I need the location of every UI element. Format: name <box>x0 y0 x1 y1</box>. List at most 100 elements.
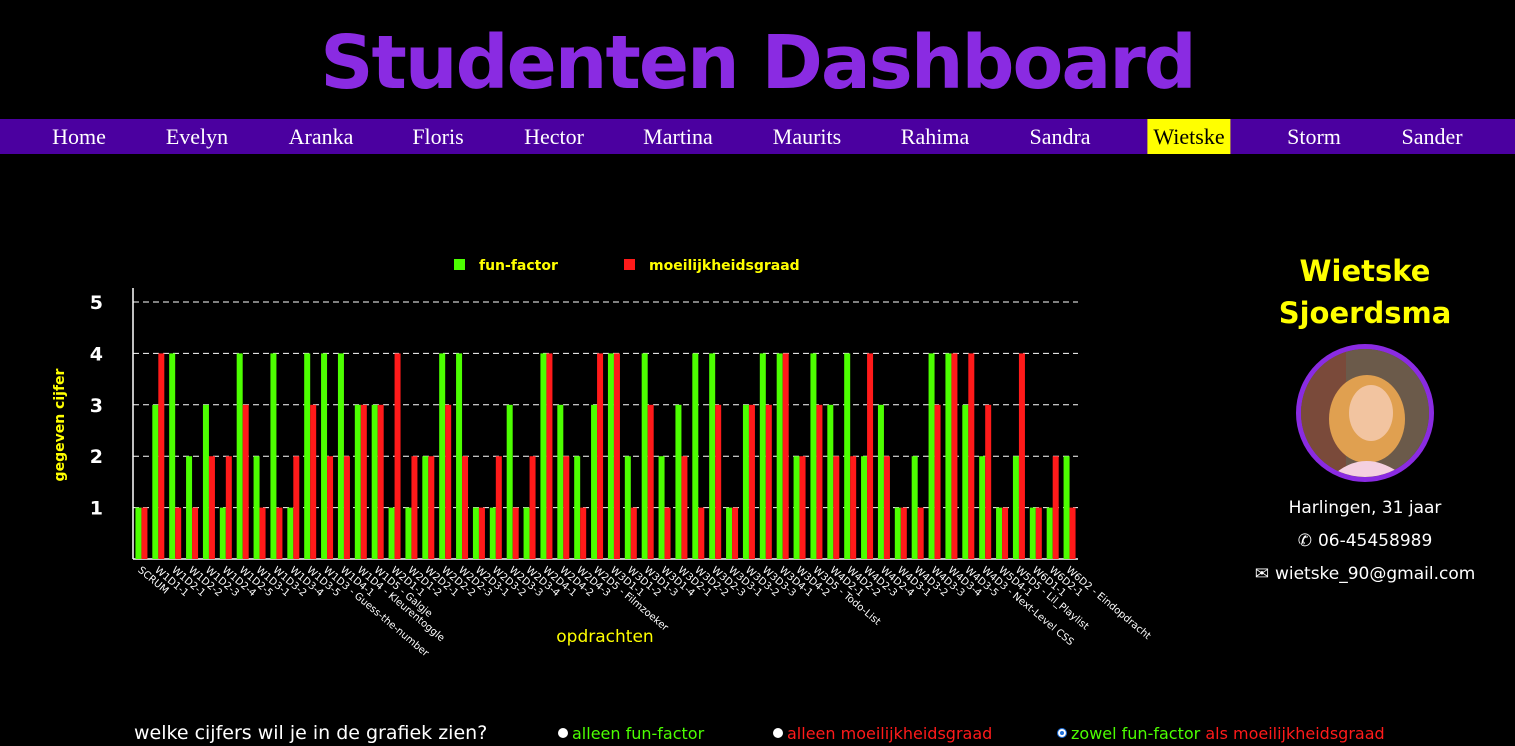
y-tick-label: 2 <box>90 446 103 468</box>
y-axis-label: gegeven cijfer <box>52 368 68 481</box>
bar-hard <box>158 353 164 559</box>
bar-hard <box>985 405 991 559</box>
bar-fun <box>321 353 327 559</box>
bar-fun <box>810 353 816 559</box>
main-nav: Home Evelyn Aranka Floris Hector Martina Mauri… <box>0 119 1515 154</box>
bar-hard <box>867 353 873 559</box>
bar-fun <box>372 405 378 559</box>
bar-fun <box>1064 456 1070 559</box>
bar-hard <box>648 405 654 559</box>
bar-fun <box>692 353 698 559</box>
bar-fun <box>675 405 681 559</box>
filter-option-fun-label: alleen fun-factor <box>572 724 704 743</box>
y-tick-label: 3 <box>90 395 103 417</box>
bar-fun <box>709 353 715 559</box>
bar-fun <box>237 353 243 559</box>
bar-hard <box>445 405 451 559</box>
nav-item-aranka[interactable]: Aranka <box>283 119 360 154</box>
bar-hard <box>631 508 637 559</box>
bar-hard <box>428 456 434 559</box>
bar-fun <box>507 405 513 559</box>
bar-fun <box>574 456 580 559</box>
bar-fun <box>929 353 935 559</box>
bar-hard <box>395 353 401 559</box>
envelope-icon: ✉ <box>1255 558 1269 591</box>
student-phone: 06-45458989 <box>1318 531 1432 551</box>
bar-fun <box>135 508 141 559</box>
bar-fun <box>152 405 158 559</box>
bar-fun <box>270 353 276 559</box>
page-title: Studenten Dashboard <box>0 18 1515 108</box>
radio-both[interactable] <box>1057 728 1067 738</box>
filter-option-hard[interactable]: alleen moeilijkheidsgraad <box>773 724 992 743</box>
nav-item-home[interactable]: Home <box>46 119 112 154</box>
nav-item-evelyn[interactable]: Evelyn <box>160 119 234 154</box>
bar-fun <box>439 353 445 559</box>
bar-hard <box>580 508 586 559</box>
nav-item-maurits[interactable]: Maurits <box>767 119 847 154</box>
nav-item-storm[interactable]: Storm <box>1281 119 1347 154</box>
bar-fun <box>186 456 192 559</box>
bar-fun <box>1013 456 1019 559</box>
bar-hard <box>800 456 806 559</box>
bar-fun <box>220 508 226 559</box>
student-phone-row: ✆ 06-45458989 <box>1230 525 1500 558</box>
nav-item-rahima[interactable]: Rahima <box>895 119 975 154</box>
bar-fun <box>1030 508 1036 559</box>
filter-option-fun[interactable]: alleen fun-factor <box>558 724 704 743</box>
bar-fun <box>726 508 732 559</box>
y-tick-label: 4 <box>90 343 103 365</box>
bar-fun <box>861 456 867 559</box>
bar-fun <box>1047 508 1053 559</box>
nav-item-sander[interactable]: Sander <box>1395 119 1468 154</box>
bar-hard <box>901 508 907 559</box>
bar-hard <box>850 456 856 559</box>
filter-option-both-label-b: als moeilijkheidsgraad <box>1205 724 1384 743</box>
bar-fun <box>777 353 783 559</box>
bar-hard <box>1019 353 1025 559</box>
legend-swatch <box>624 259 635 270</box>
bar-fun <box>405 508 411 559</box>
bar-fun <box>203 405 209 559</box>
bar-hard <box>698 508 704 559</box>
nav-item-wietske[interactable]: Wietske <box>1147 119 1230 154</box>
nav-item-martina[interactable]: Martina <box>637 119 719 154</box>
y-tick-label: 5 <box>90 292 103 314</box>
bar-fun <box>844 353 850 559</box>
filter-option-both[interactable]: zowel fun-factor als moeilijkheidsgraad <box>1057 724 1385 743</box>
bar-hard <box>378 405 384 559</box>
nav-item-floris[interactable]: Floris <box>406 119 469 154</box>
bar-hard <box>479 508 485 559</box>
bar-fun <box>591 405 597 559</box>
bar-hard <box>681 456 687 559</box>
nav-item-hector[interactable]: Hector <box>518 119 590 154</box>
bar-hard <box>344 456 350 559</box>
bar-fun <box>878 405 884 559</box>
phone-icon: ✆ <box>1298 525 1312 558</box>
student-location: Harlingen, 31 jaar <box>1230 492 1500 525</box>
bar-hard <box>546 353 552 559</box>
filter-question: welke cijfers wil je in de grafiek zien? <box>134 722 487 744</box>
bar-fun <box>490 508 496 559</box>
legend-swatch <box>454 259 465 270</box>
bar-hard <box>968 353 974 559</box>
bar-hard <box>175 508 181 559</box>
bar-fun <box>338 353 344 559</box>
bar-chart: 12345SCRUMW1D1-1W1D2-1W1D2-2W1D2-3W1D2-4… <box>0 240 1170 670</box>
radio-fun[interactable] <box>558 728 568 738</box>
bar-fun <box>287 508 293 559</box>
student-email: wietske_90@gmail.com <box>1275 564 1475 584</box>
legend-label: moeilijkheidsgraad <box>649 258 800 274</box>
nav-item-sandra[interactable]: Sandra <box>1023 119 1096 154</box>
bar-fun <box>304 353 310 559</box>
bar-hard <box>1070 508 1076 559</box>
bar-fun <box>169 353 175 559</box>
bar-hard <box>816 405 822 559</box>
student-profile: Wietske Sjoerdsma Harlingen, 31 jaar ✆ 06… <box>1230 250 1500 591</box>
bar-hard <box>614 353 620 559</box>
bar-hard <box>226 456 232 559</box>
bar-fun <box>827 405 833 559</box>
y-tick-label: 1 <box>90 498 103 520</box>
radio-hard[interactable] <box>773 728 783 738</box>
filter-option-hard-label: alleen moeilijkheidsgraad <box>787 724 992 743</box>
